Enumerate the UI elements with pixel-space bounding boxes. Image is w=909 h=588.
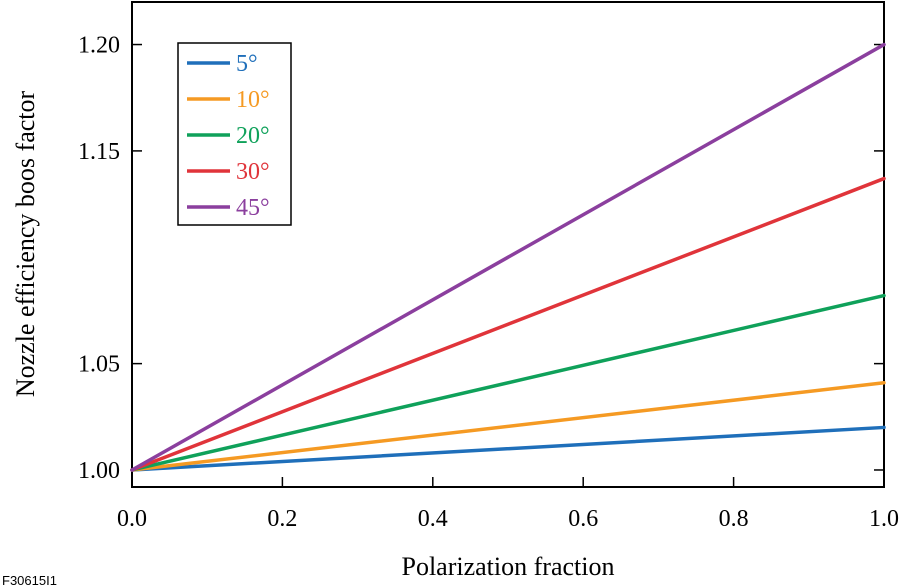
series-lines — [130, 42, 886, 472]
legend: 5° 10° 20° 30° 45° — [177, 42, 292, 226]
y-tick-label: 1.20 — [78, 33, 120, 59]
legend-label: 20° — [236, 123, 270, 149]
x-tick-label: 0.0 — [117, 506, 147, 532]
x-tick-label: 0.2 — [267, 506, 297, 532]
legend-label: 30° — [236, 159, 270, 185]
x-axis-title: Polarization fraction — [402, 552, 615, 581]
series-line — [130, 425, 886, 472]
y-tick-label: 1.00 — [78, 458, 120, 484]
x-tick-label: 0.6 — [568, 506, 598, 532]
series-line — [130, 293, 886, 472]
legend-label: 10° — [236, 87, 270, 113]
plot-frame — [131, 1, 885, 488]
y-axis-title: Nozzle efficiency boos factor — [11, 91, 40, 398]
axis-ticks: 0.0 0.2 0.4 0.6 0.8 1.0 1.00 1.05 1.15 1.20 — [78, 33, 899, 532]
legend-label: 45° — [236, 195, 270, 221]
series-line — [130, 381, 886, 472]
figure-id: F30615I1 — [2, 573, 57, 588]
x-tick-label: 0.8 — [719, 506, 749, 532]
x-tick-label: 1.0 — [869, 506, 899, 532]
series-line — [130, 42, 886, 472]
y-tick-label: 1.05 — [78, 352, 120, 378]
x-tick-label: 0.4 — [418, 506, 448, 532]
legend-label: 5° — [236, 51, 258, 77]
y-tick-label: 1.15 — [78, 139, 120, 165]
series-line — [130, 176, 886, 472]
